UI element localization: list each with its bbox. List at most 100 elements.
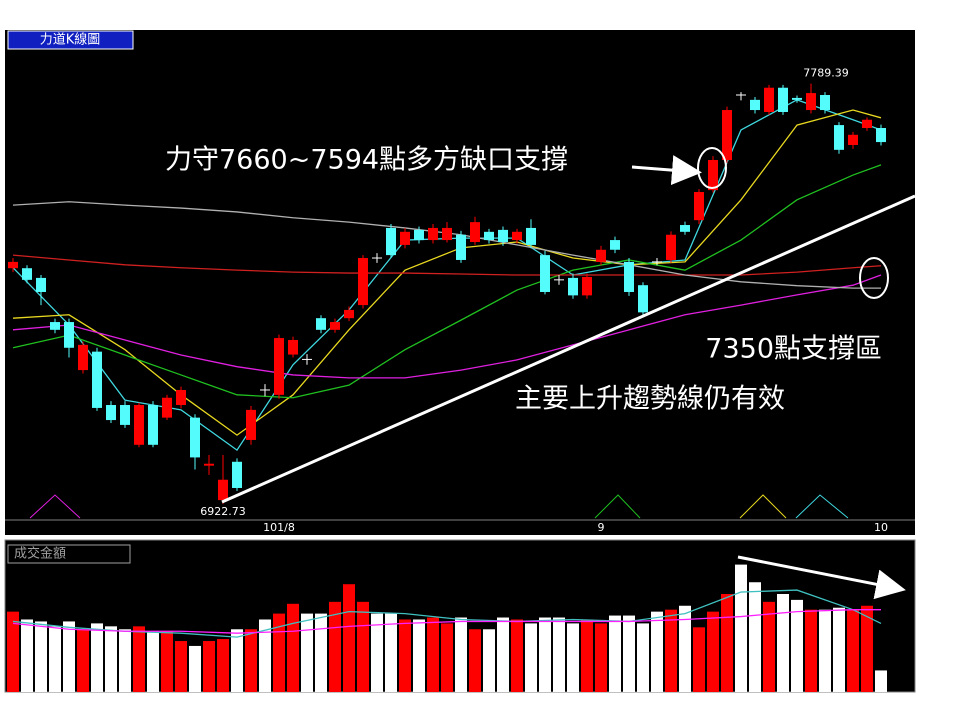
volume-bar <box>301 613 313 692</box>
volume-bar <box>91 623 103 692</box>
candle-body <box>358 258 368 306</box>
panel-title: 力道K線圖 <box>40 32 101 48</box>
volume-bar <box>581 619 593 692</box>
highlight-circle <box>697 147 727 189</box>
volume-bar <box>637 623 649 692</box>
candle-body <box>694 192 704 221</box>
candle-body <box>722 110 732 161</box>
candle-body <box>820 95 830 111</box>
candle-body <box>64 322 74 348</box>
candle-body <box>400 231 410 245</box>
trend-line <box>221 194 916 504</box>
candle-body <box>162 397 172 418</box>
volume-bar <box>217 639 229 692</box>
candle-body <box>862 119 872 128</box>
volume-bar <box>679 605 691 692</box>
volume-bar <box>315 613 327 692</box>
volume-bar <box>343 584 355 692</box>
candle-body <box>442 227 452 241</box>
volume-bar <box>7 611 19 692</box>
candle-body <box>190 417 200 458</box>
arrow <box>737 555 906 600</box>
candle-body <box>330 322 340 330</box>
volume-bar <box>539 617 551 692</box>
volume-bar <box>665 609 677 692</box>
volume-bar <box>399 619 411 692</box>
volume-bar <box>525 623 537 692</box>
volume-bar <box>231 629 243 692</box>
candle-body <box>246 409 256 440</box>
x-tick-label: 10 <box>874 521 888 534</box>
volume-bar <box>189 645 201 692</box>
candle-body <box>638 285 648 313</box>
candle-body <box>274 338 284 395</box>
volume-bar <box>469 629 481 692</box>
volume-bar <box>511 619 523 692</box>
volume-bar <box>427 617 439 692</box>
volume-bar <box>147 631 159 692</box>
candle-body <box>470 222 480 243</box>
candle-body <box>106 405 116 421</box>
candle-body <box>666 234 676 260</box>
candle-body <box>120 405 130 425</box>
volume-bar <box>833 607 845 692</box>
volume-bar <box>553 617 565 692</box>
volume-bar <box>693 627 705 692</box>
candle-body <box>92 351 102 408</box>
volume-bar <box>847 609 859 692</box>
candle-body <box>344 309 354 319</box>
arrow <box>631 155 702 186</box>
volume-bar <box>497 617 509 692</box>
candle-body <box>876 128 886 143</box>
volume-bar <box>483 629 495 692</box>
volume-average <box>12 589 882 638</box>
candle-body <box>8 261 18 269</box>
candle-body <box>582 276 592 296</box>
annotation: 力守7660~7594點多方缺口支撐 <box>165 145 568 176</box>
volume-bar <box>735 564 747 692</box>
candle-body <box>834 125 844 150</box>
annotation: 7350點支撐區 <box>705 334 882 365</box>
signal <box>29 494 81 519</box>
volume-bar <box>175 641 187 692</box>
volume-bar <box>567 623 579 692</box>
volume-bar <box>133 626 145 692</box>
volume-bar <box>203 641 215 692</box>
signal <box>594 494 641 519</box>
candle-body <box>36 277 46 292</box>
panel-title: 成交金額 <box>14 546 66 562</box>
price-panel <box>5 30 915 535</box>
candle-body <box>428 227 438 241</box>
candle-body <box>176 389 186 406</box>
candle-body <box>596 249 606 262</box>
volume-bar <box>707 611 719 692</box>
volume-bar <box>49 626 61 692</box>
candle-body <box>204 463 214 466</box>
candle-body <box>218 479 228 501</box>
volume-bar <box>245 629 257 692</box>
candle-body <box>610 240 620 250</box>
signal <box>739 494 787 519</box>
candle-body <box>750 99 760 111</box>
candle-body <box>134 405 144 445</box>
candle-body <box>148 405 158 445</box>
candle-body <box>386 227 396 256</box>
volume-bar <box>77 629 89 692</box>
candle-body <box>414 229 424 241</box>
candle-body <box>232 461 242 488</box>
signal <box>795 494 849 519</box>
candle-body <box>680 225 690 232</box>
moving-average <box>12 254 882 276</box>
volume-bar <box>455 617 467 692</box>
candle-body <box>540 255 550 292</box>
x-tick-label: 101/8 <box>263 521 295 534</box>
volume-bar <box>791 599 803 692</box>
volume-bar <box>119 629 131 692</box>
panel-tab <box>7 30 134 50</box>
annotation: 主要上升趨勢線仍有效 <box>515 384 785 415</box>
x-tick-label: 9 <box>598 521 605 534</box>
candle-body <box>456 234 466 260</box>
volume-bar <box>819 609 831 692</box>
volume-bar <box>105 626 117 692</box>
volume-bar <box>329 601 341 692</box>
